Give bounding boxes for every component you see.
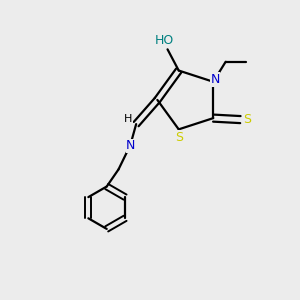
Text: N: N: [126, 140, 136, 152]
Text: HO: HO: [155, 34, 174, 47]
Text: S: S: [175, 131, 183, 144]
Text: N: N: [210, 73, 220, 86]
Text: H: H: [124, 114, 132, 124]
Text: S: S: [243, 113, 251, 126]
